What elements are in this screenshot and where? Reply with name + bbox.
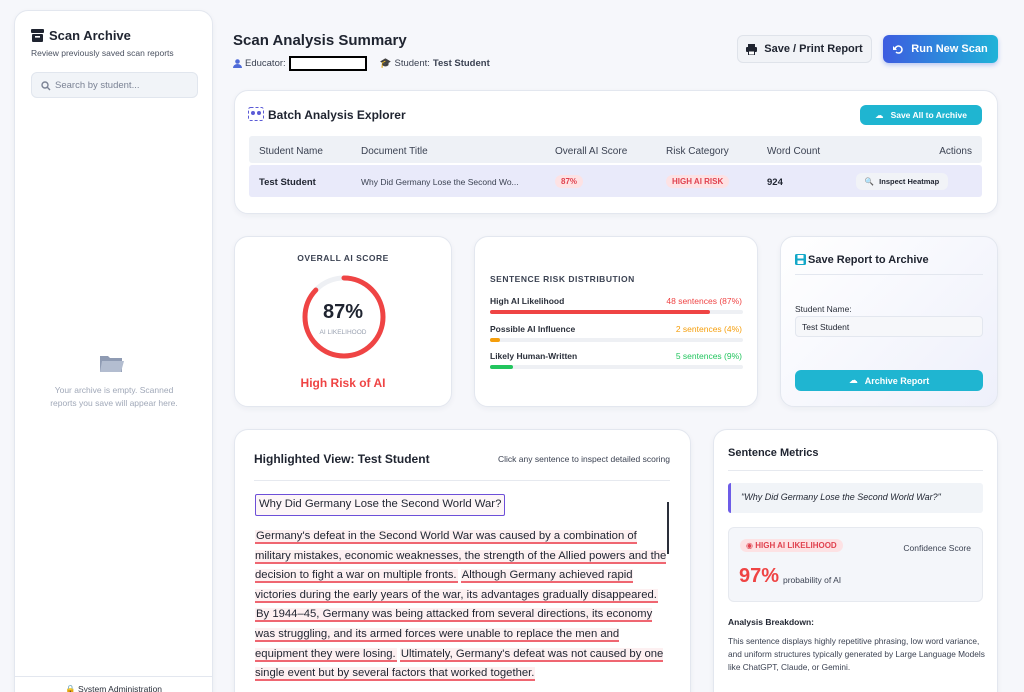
distribution-track (490, 337, 743, 342)
save-icon (795, 254, 806, 265)
score-verdict: High Risk of AI (300, 376, 386, 390)
distribution-track (490, 310, 743, 314)
distribution-label: Likely Human-Written (490, 351, 578, 361)
scrollbar (667, 502, 669, 554)
empty-message: Your archive is empty. Scanned reports y… (50, 385, 178, 408)
sidebar: Scan Archive Review previously saved sca… (14, 10, 213, 692)
run-scan-button-text: Run New Scan (911, 43, 988, 55)
distribution-bar (490, 365, 513, 369)
badge-text: HIGH AI LIKELIHOOD (755, 541, 837, 550)
sidebar-divider (15, 676, 212, 677)
distribution-bar (490, 310, 711, 314)
student-icon: 🎓 (379, 58, 392, 69)
redacted-box (288, 56, 367, 71)
table-header (249, 136, 982, 163)
highlighted-card: Highlighted View: Test Student Click any… (234, 429, 691, 692)
breakdown-title: Analysis Breakdown: (728, 617, 814, 627)
batch-title: Batch Analysis Explorer (268, 108, 406, 122)
column-header: Actions (939, 146, 972, 157)
field-label: Student Name: (795, 304, 852, 314)
distribution-card: SENTENCE RISK DISTRIBUTION High AI Likel… (474, 236, 758, 407)
score-gauge (302, 275, 386, 359)
student-name-input[interactable]: Test Student (795, 316, 983, 337)
score-heading: OVERALL AI SCORE (297, 253, 389, 263)
cloud-icon: ☁ (848, 375, 858, 385)
column-header: Word Count (767, 146, 821, 157)
metrics-quote: "Why Did Germany Lose the Second World W… (728, 483, 983, 513)
divider (728, 470, 983, 471)
folder-icon (100, 356, 124, 372)
archive-icon (31, 29, 44, 42)
student-label: Student: (394, 58, 430, 69)
confidence-label: Confidence Score (903, 543, 971, 553)
score-value: 87% (322, 301, 364, 323)
save-report-card: Save Report to Archive Student Name: Tes… (780, 236, 998, 407)
metrics-card: Sentence Metrics "Why Did Germany Lose t… (713, 429, 998, 692)
cell-student: Test Student (259, 177, 316, 188)
student-name: Test Student (432, 58, 490, 69)
print-icon (746, 43, 758, 55)
save-all-button[interactable]: ☁ Save All to Archive (860, 105, 982, 125)
likelihood-badge: ◉ HIGH AI LIKELIHOOD (740, 539, 843, 552)
column-header: Risk Category (666, 146, 729, 157)
distribution-track (490, 365, 743, 369)
print-button[interactable]: Save / Print Report (737, 35, 872, 63)
admin-link[interactable]: 🔒 System Administration (15, 684, 212, 692)
admin-link-text: System Administration (77, 684, 163, 692)
cell-title: Why Did Germany Lose the Second Wo... (361, 177, 519, 187)
save-all-button-text: Save All to Archive (890, 110, 967, 120)
sidebar-title: Scan Archive (49, 28, 131, 43)
distribution-bar (490, 337, 501, 342)
essay-paragraph: Germany's defeat in the Second World War… (255, 527, 669, 684)
column-header: Document Title (361, 146, 428, 157)
distribution-value: 2 sentences (4%) (675, 323, 742, 334)
distribution-label: High AI Likelihood (490, 296, 565, 306)
refresh-icon (893, 44, 903, 54)
lock-icon: 🔒 (64, 684, 76, 692)
distribution-value: 5 sentences (9%) (675, 351, 742, 361)
divider (795, 274, 983, 275)
search-placeholder: Search by student... (55, 80, 140, 91)
batch-icon (248, 107, 264, 121)
run-scan-button[interactable]: Run New Scan (883, 35, 998, 63)
magnifier-icon: 🔍 (864, 177, 875, 186)
confidence-box: ◉ HIGH AI LIKELIHOOD Confidence Score 97… (728, 527, 983, 602)
distribution-label: Possible AI Influence (490, 323, 576, 334)
educator-label: Educator: (245, 58, 286, 69)
divider (254, 480, 670, 481)
search-box[interactable]: Search by student... (31, 72, 198, 98)
confidence-sub: probability of AI (783, 575, 842, 585)
inspect-button[interactable]: 🔍 Inspect Heatmap (856, 173, 948, 190)
educator-info: Educator: 🎓 Student: Test Student (233, 56, 490, 71)
archive-button[interactable]: ☁ Archive Report (795, 370, 983, 391)
distribution-title: SENTENCE RISK DISTRIBUTION (490, 274, 635, 284)
cell-risk: HIGH AI RISK (666, 175, 730, 188)
heading-sentence[interactable]: Why Did Germany Lose the Second World Wa… (255, 494, 506, 516)
educator-icon (233, 59, 242, 68)
cell-score: 87% (555, 175, 584, 188)
highlighted-title: Highlighted View: Test Student (254, 452, 430, 466)
cell-word-count: 924 (767, 177, 783, 188)
confidence-percent: 97% (739, 565, 780, 587)
sidebar-subtitle: Review previously saved scan reports (31, 48, 174, 58)
gauge-arc (302, 275, 386, 359)
robot-icon: ◉ (746, 541, 753, 550)
save-report-title: Save Report to Archive (808, 254, 929, 266)
inspect-button-text: Inspect Heatmap (879, 177, 940, 186)
archive-button-text: Archive Report (864, 375, 930, 386)
score-sub: AI LIKELIHOOD (319, 329, 367, 336)
print-button-text: Save / Print Report (764, 43, 863, 55)
highlighted-hint: Click any sentence to inspect detailed s… (498, 454, 670, 464)
page-title: Scan Analysis Summary (233, 32, 407, 49)
score-card: OVERALL AI SCORE 87% AI LIKELIHOOD High … (234, 236, 452, 407)
column-header: Student Name (259, 146, 323, 157)
cloud-icon: ☁ (875, 109, 884, 120)
column-header: Overall AI Score (555, 146, 628, 157)
breakdown-text: This sentence displays highly repetitive… (728, 636, 985, 672)
search-icon (41, 81, 51, 91)
distribution-value: 48 sentences (87%) (666, 296, 742, 306)
metrics-title: Sentence Metrics (728, 447, 819, 459)
